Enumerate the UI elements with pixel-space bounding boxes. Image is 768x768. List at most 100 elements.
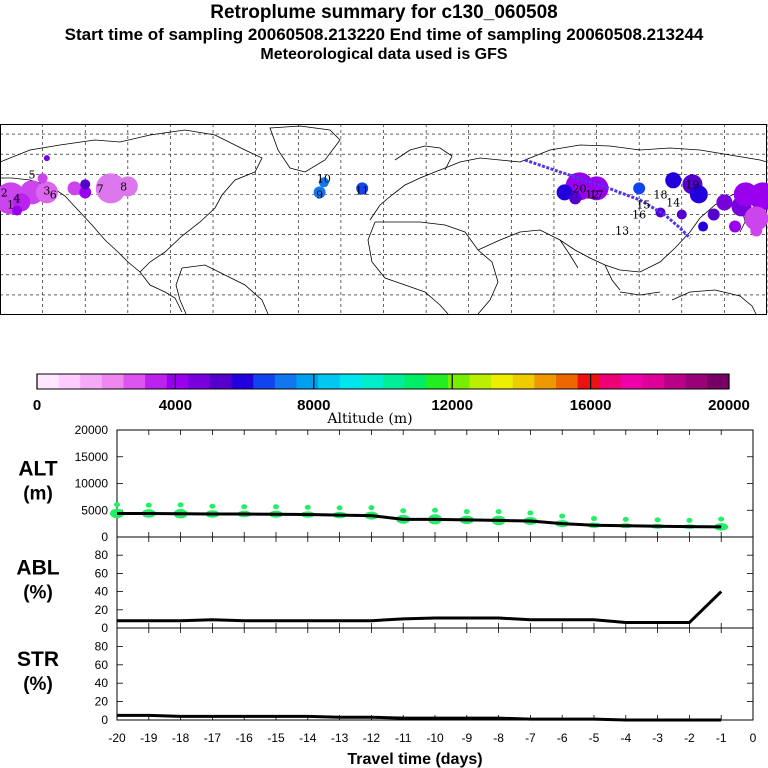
flight-track [524,158,692,240]
y-tick-label: 10000 [75,477,109,491]
plume-bubble [689,185,708,204]
colorbar-swatch [188,374,211,389]
colorbar-swatch [599,374,622,389]
colorbar-swatch [556,374,579,389]
x-tick-label: -4 [620,731,631,745]
plume-bubble [729,220,742,233]
series-line-abl [117,590,723,625]
y-tick-label: 20000 [75,423,109,437]
colorbar-swatch [210,374,233,389]
altitude-outlier-marker [686,517,693,523]
plume-bubble [750,224,763,237]
panel-ylabel-top: ABL [16,557,59,580]
x-axis-label: Travel time (days) [347,751,482,768]
colorbar-swatch [253,374,276,389]
altitude-outlier-marker [145,502,152,508]
y-tick-label: 5000 [81,503,108,517]
colorbar-swatch [296,374,319,389]
day-label: 11 [355,184,369,197]
y-tick-label: 80 [95,548,109,562]
day-label: 14 [666,196,680,209]
altitude-colorbar: 0 4000 8000 12000 16000 20000 [33,373,750,414]
colorbar-swatch [512,374,535,389]
colorbar-swatch [80,374,103,389]
altitude-outlier-marker [368,505,375,511]
altitude-outlier-marker [591,516,597,522]
x-tick-label: -1 [716,731,727,745]
colorbar-swatch [577,374,600,389]
time-series-panels: 0 5000 10000 15000 20000 ALT (m) 0 20 40 60 80 ABL (%… [16,423,756,768]
panel-ylabel-top: ALT [18,458,57,481]
y-tick-label: 15000 [75,450,109,464]
continent-outlines [0,125,768,315]
y-tick-label: 80 [95,639,109,653]
y-tick-label: 60 [95,658,109,672]
altitude-outlier-marker [622,516,629,522]
y-tick-label: 60 [95,566,109,580]
altitude-outlier-marker [241,504,248,510]
day-label: 8 [120,180,127,193]
x-tick-label: -5 [589,731,600,745]
colorbar-swatch [318,374,341,389]
plume-bubble [117,176,138,197]
x-tick-label: -19 [140,731,158,745]
plume-bubble [707,208,720,221]
altitude-outlier-marker [495,509,502,515]
colorbar-swatch [469,374,492,389]
altitude-outlier-marker [336,505,343,511]
x-tick-label: -18 [172,731,190,745]
colorbar-tick-label: 8000 [297,397,330,414]
colorbar-swatch [123,374,146,389]
day-label: 19 [685,178,699,191]
met-data-note: Meteorological data used is GFS [260,46,508,63]
colorbar-swatch [426,374,449,389]
colorbar-swatch [145,374,168,389]
altitude-outlier-marker [654,517,661,523]
colorbar-swatch [361,374,384,389]
colorbar-swatch [642,374,665,389]
x-tick-label: -17 [204,731,222,745]
x-tick-label: -3 [652,731,663,745]
plume-bubble [556,184,573,201]
colorbar-swatch [339,374,362,389]
x-tick-label: -7 [525,731,536,745]
panel-frame [116,536,754,629]
day-label: 5 [28,168,35,181]
y-tick-label: 0 [101,530,108,544]
x-tick-label: -10 [426,731,444,745]
map-graticule [0,124,768,315]
day-label: 9 [316,188,323,201]
plume-bubble [313,186,326,199]
plume-bubble [716,194,733,211]
plume-bubble [12,205,23,216]
altitude-outlier-marker [304,504,311,510]
sampling-times: Start time of sampling 20060508.213220 E… [64,25,704,44]
x-tick-label: -16 [236,731,254,745]
y-tick-label: 0 [101,713,108,727]
plume-bubble [80,179,91,190]
colorbar-swatch [707,374,730,389]
altitude-outlier-marker [432,507,438,513]
plume-bubble [43,155,50,162]
x-tick-label: -8 [493,731,504,745]
y-tick-label: 20 [95,603,109,617]
x-tick-label: -6 [557,731,568,745]
plot-title: Retroplume summary for c130_060508 [210,2,558,23]
colorbar-swatch [447,374,470,389]
x-tick-label: -12 [363,731,381,745]
x-tick-label: -15 [267,731,285,745]
panel-ylabel-bottom: (m) [23,484,53,505]
colorbar-swatch [491,374,514,389]
plume-bubble [79,186,92,199]
panel-ylabel-bottom: (%) [23,583,53,604]
plume-bubble [67,181,82,196]
panel-ylabel-bottom: (%) [23,674,53,695]
plume-bubble [698,221,709,232]
day-label: 16 [632,208,646,221]
day-label: 2 [1,186,8,199]
plume-bubble [35,181,58,204]
colorbar-swatch [166,374,189,389]
colorbar-tick-label: 12000 [431,397,473,414]
